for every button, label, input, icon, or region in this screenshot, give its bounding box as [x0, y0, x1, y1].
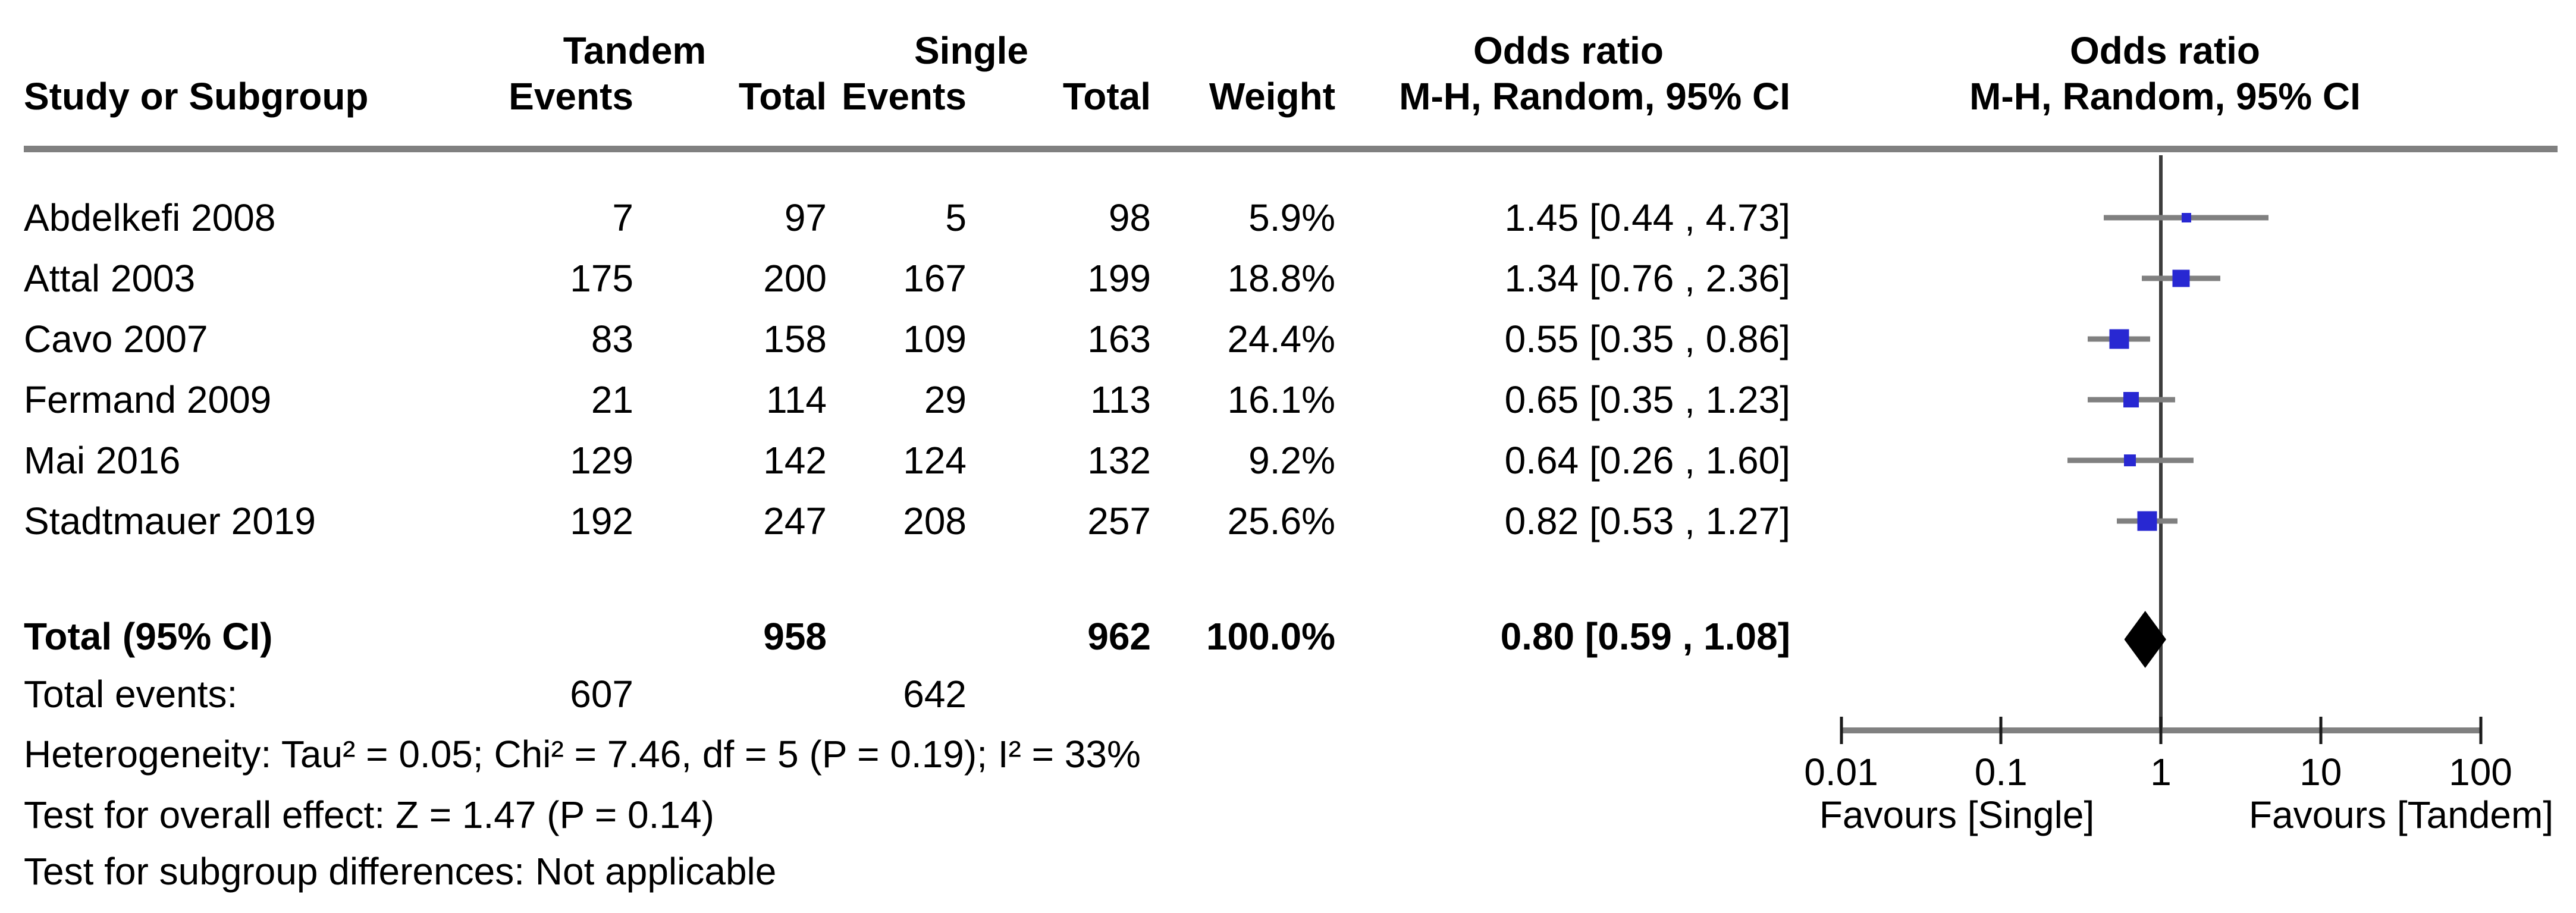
study-name: Cavo 2007 [24, 318, 208, 360]
subgroup-difference-note: Test for subgroup differences: Not appli… [24, 850, 777, 893]
overall-effect-note: Test for overall effect: Z = 1.47 (P = 0… [24, 793, 714, 836]
header-rule [24, 146, 2558, 152]
tandem-total-value: 247 [763, 500, 827, 542]
tandem-events-value: 192 [570, 500, 633, 542]
null-effect-line [2159, 155, 2163, 733]
tandem-total-value: 200 [763, 257, 827, 300]
method-header-text-col: M-H, Random, 95% CI [1399, 75, 1790, 118]
axis-tick [1999, 717, 2003, 744]
odds-ratio-ci-text: 0.64 [0.26 , 1.60] [1504, 439, 1790, 482]
study-name: Abdelkefi 2008 [24, 196, 276, 239]
tandem-events-value: 129 [570, 439, 633, 482]
col-header-tandem-total: Total [738, 75, 827, 118]
single-events-value: 109 [903, 318, 967, 360]
tandem-total-value: 158 [763, 318, 827, 360]
effect-size-square [2182, 213, 2192, 222]
favours-left-label: Favours [Single] [1819, 793, 2095, 836]
group-header-single: Single [914, 29, 1029, 72]
single-events-value: 167 [903, 257, 967, 300]
odds-ratio-ci-text: 0.65 [0.35 , 1.23] [1504, 378, 1790, 421]
axis-tick [2159, 717, 2163, 744]
study-name: Fermand 2009 [24, 378, 272, 421]
study-name: Mai 2016 [24, 439, 181, 482]
effect-size-square [2123, 392, 2139, 407]
total-label: Total (95% CI) [24, 615, 273, 658]
axis-tick-label: 0.1 [1974, 751, 2028, 793]
axis-tick [2479, 717, 2482, 744]
method-header-plot-col: M-H, Random, 95% CI [1969, 75, 2361, 118]
odds-ratio-ci-text: 1.45 [0.44 , 4.73] [1504, 196, 1790, 239]
weight-value: 16.1% [1227, 378, 1335, 421]
single-total-value: 132 [1087, 439, 1151, 482]
total-events-tandem: 607 [570, 673, 633, 716]
weight-value: 25.6% [1227, 500, 1335, 542]
weight-value: 9.2% [1248, 439, 1335, 482]
single-events-value: 208 [903, 500, 967, 542]
effect-size-square [2172, 269, 2190, 287]
effect-size-square [2109, 329, 2129, 349]
weight-value: 18.8% [1227, 257, 1335, 300]
study-name: Stadtmauer 2019 [24, 500, 316, 542]
total-events-label: Total events: [24, 673, 238, 716]
odds-ratio-ci-text: 0.82 [0.53 , 1.27] [1504, 500, 1790, 542]
col-header-single-total: Total [1062, 75, 1151, 118]
odds-ratio-ci-text: 1.34 [0.76 , 2.36] [1504, 257, 1790, 300]
single-events-value: 29 [924, 378, 967, 421]
effect-size-square [2123, 454, 2136, 466]
heterogeneity-note: Heterogeneity: Tau² = 0.05; Chi² = 7.46,… [24, 733, 1141, 776]
axis-tick [2319, 717, 2323, 744]
total-tandem-total: 958 [763, 615, 827, 658]
col-header-study: Study or Subgroup [24, 75, 369, 118]
single-total-value: 257 [1087, 500, 1151, 542]
tandem-total-value: 97 [784, 196, 827, 239]
col-header-single-events: Events [842, 75, 967, 118]
favours-right-label: Favours [Tandem] [2248, 793, 2554, 836]
odds-ratio-ci-text: 0.55 [0.35 , 0.86] [1504, 318, 1790, 360]
tandem-total-value: 114 [765, 378, 827, 421]
group-header-tandem: Tandem [563, 29, 707, 72]
col-header-weight: Weight [1209, 75, 1335, 118]
tandem-total-value: 142 [763, 439, 827, 482]
single-events-value: 5 [945, 196, 967, 239]
single-total-value: 98 [1108, 196, 1151, 239]
effect-size-square [2137, 511, 2157, 531]
tandem-events-value: 21 [591, 378, 633, 421]
single-events-value: 124 [903, 439, 967, 482]
col-header-tandem-events: Events [509, 75, 633, 118]
single-total-value: 113 [1090, 378, 1151, 421]
single-total-value: 199 [1087, 257, 1151, 300]
total-single-total: 962 [1087, 615, 1151, 658]
axis-tick-label: 1 [2150, 751, 2172, 793]
axis-tick [1840, 717, 1843, 744]
weight-value: 24.4% [1227, 318, 1335, 360]
study-name: Attal 2003 [24, 257, 196, 300]
axis-tick-label: 100 [2449, 751, 2512, 793]
total-ci-text: 0.80 [0.59 , 1.08] [1500, 615, 1790, 658]
tandem-events-value: 7 [612, 196, 633, 239]
odds-ratio-header-plot: Odds ratio [2069, 29, 2261, 72]
odds-ratio-header-text: Odds ratio [1473, 29, 1664, 72]
tandem-events-value: 175 [570, 257, 633, 300]
axis-tick-label: 10 [2299, 751, 2342, 793]
single-total-value: 163 [1087, 318, 1151, 360]
axis-tick-label: 0.01 [1804, 751, 1878, 793]
weight-value: 5.9% [1248, 196, 1335, 239]
total-weight: 100.0% [1206, 615, 1335, 658]
total-events-single: 642 [903, 673, 967, 716]
tandem-events-value: 83 [591, 318, 633, 360]
